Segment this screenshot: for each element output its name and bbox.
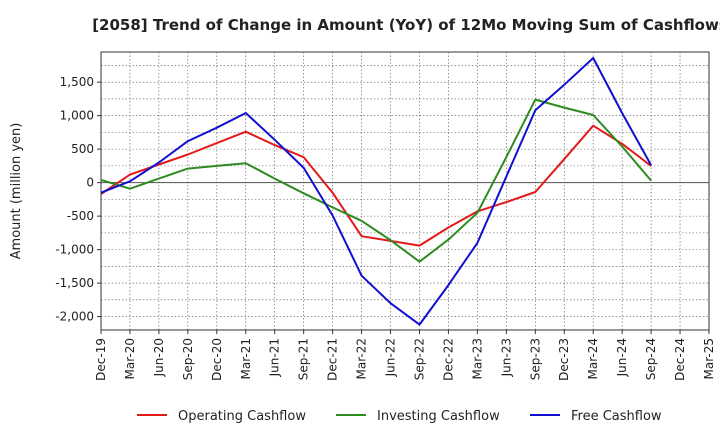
plot-area [100, 51, 710, 331]
x-tick-label: Jun-23 [499, 338, 513, 377]
y-tick-label: 1,000 [60, 109, 94, 123]
y-tick-label: -1,500 [55, 276, 94, 290]
x-tick-label: Sep-21 [297, 338, 311, 380]
x-tick-label: Sep-20 [181, 338, 195, 380]
y-tick-label: -1,000 [55, 243, 94, 257]
legend-label: Operating Cashflow [178, 409, 306, 424]
x-tick-label: Mar-25 [702, 338, 716, 379]
legend-label: Investing Cashflow [377, 409, 500, 424]
y-axis-ticks: 1,500 1,000 500 0 -500 -1,000 -1,500 -2,000 [55, 75, 101, 324]
x-tick-label: Dec-20 [210, 338, 224, 381]
x-tick-label: Jun-22 [384, 338, 398, 377]
series-line-investing-cashflow [100, 98, 652, 263]
x-tick-label: Sep-23 [528, 338, 542, 380]
x-tick-label: Mar-21 [239, 338, 253, 379]
y-axis-label: Amount (million yen) [9, 123, 24, 260]
x-tick-label: Jun-24 [615, 338, 629, 377]
x-tick-label: Jun-21 [268, 338, 282, 377]
legend: Operating Cashflow Investing Cashflow Free… [137, 409, 662, 424]
y-tick-label: 0 [86, 176, 94, 190]
y-tick-label: 500 [71, 142, 94, 156]
x-tick-label: Dec-21 [326, 338, 340, 381]
series [100, 57, 652, 326]
x-tick-label: Sep-22 [412, 338, 426, 380]
x-tick-label: Dec-19 [94, 338, 108, 381]
x-tick-label: Dec-23 [557, 338, 571, 381]
y-tick-label: 1,500 [60, 75, 94, 89]
x-axis-ticks: Dec-19 Mar-20 Jun-20 Sep-20 Dec-20 Mar-21 Jun-… [94, 330, 716, 381]
series-line-free-cashflow [100, 57, 652, 326]
grid [100, 52, 710, 330]
x-tick-label: Mar-23 [470, 338, 484, 379]
x-tick-label: Sep-24 [644, 338, 658, 380]
x-tick-label: Mar-20 [123, 338, 137, 379]
series-line-operating-cashflow [100, 124, 652, 247]
x-tick-label: Mar-22 [355, 338, 369, 379]
y-tick-label: -500 [67, 209, 94, 223]
legend-label: Free Cashflow [571, 409, 662, 424]
x-tick-label: Mar-24 [586, 338, 600, 379]
x-tick-label: Dec-22 [441, 338, 455, 381]
chart-title: [2058] Trend of Change in Amount (YoY) o… [92, 16, 720, 34]
x-tick-label: Dec-24 [673, 338, 687, 381]
y-tick-label: -2,000 [55, 310, 94, 324]
x-tick-label: Jun-20 [152, 338, 166, 377]
